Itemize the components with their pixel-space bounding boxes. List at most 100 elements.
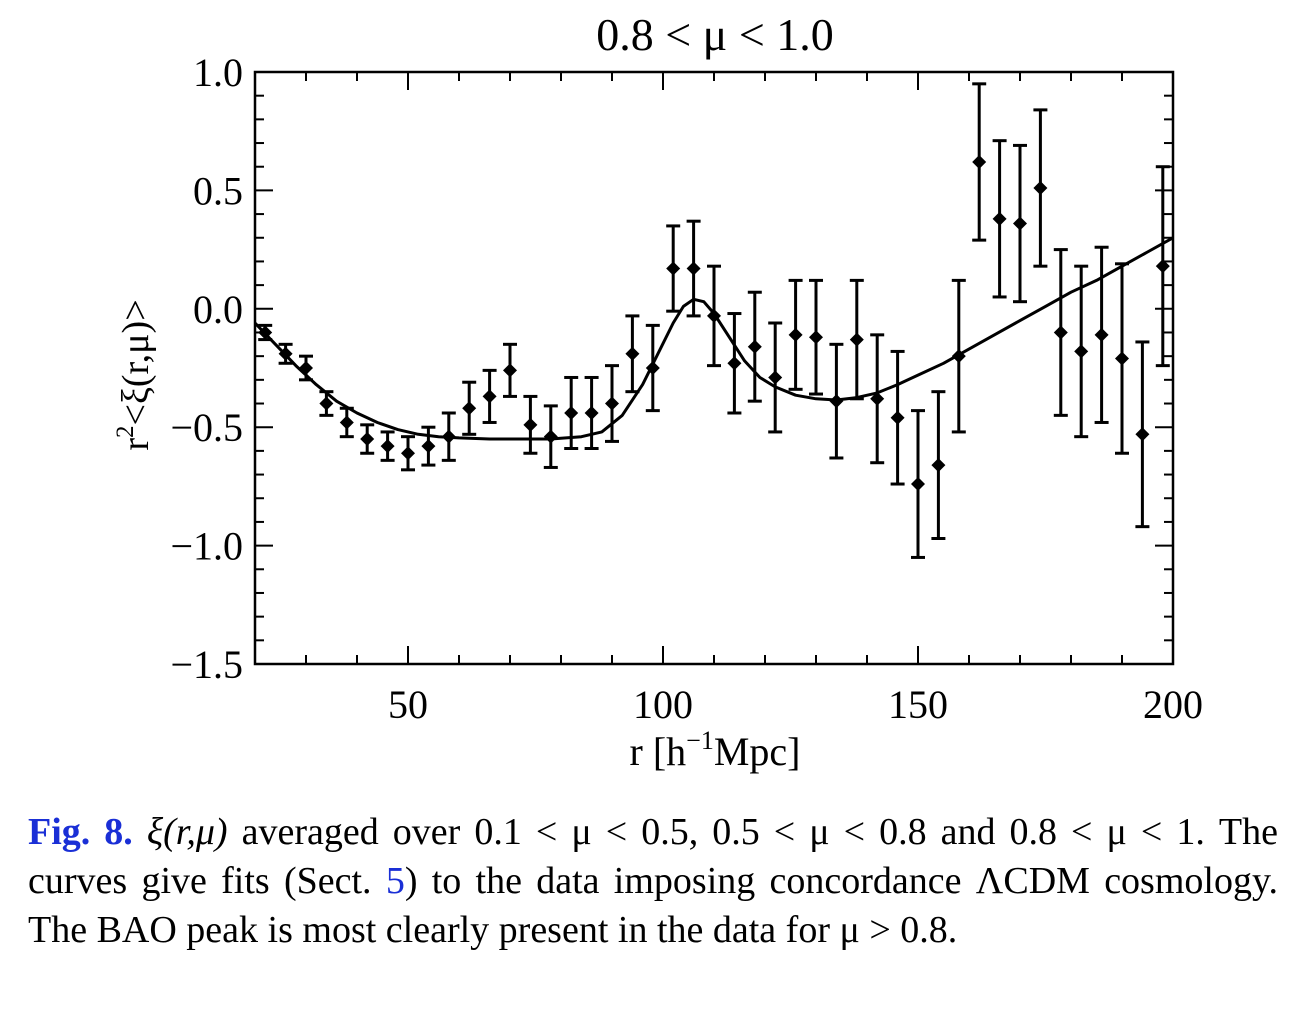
diamond-marker: [992, 211, 1007, 226]
y-tick-label: −1.5: [170, 642, 243, 687]
data-point: [788, 278, 803, 391]
diamond-marker: [1155, 259, 1170, 274]
data-point: [523, 394, 538, 455]
y-tick-label: 1.0: [193, 50, 243, 95]
diamond-marker: [441, 429, 456, 444]
data-point: [543, 404, 558, 469]
diamond-marker: [727, 356, 742, 371]
diamond-marker: [401, 446, 415, 461]
diamond-marker: [319, 396, 334, 411]
data-point: [890, 349, 905, 486]
data-point: [1053, 248, 1068, 417]
diamond-marker: [1135, 427, 1150, 442]
diamond-marker: [1013, 216, 1027, 231]
data-point: [584, 375, 599, 451]
data-point: [278, 342, 293, 365]
data-point: [727, 312, 742, 415]
diamond-marker: [482, 389, 497, 404]
data-point: [482, 368, 497, 424]
x-axis-tick-labels: 50 100 150 200: [388, 682, 1203, 727]
data-point: [645, 323, 660, 413]
x-tick-label: 100: [633, 682, 693, 727]
data-point: [401, 435, 415, 472]
diamond-marker: [666, 261, 681, 276]
data-point: [707, 264, 721, 368]
data-point: [360, 423, 375, 455]
data-point: [870, 333, 885, 465]
y-axis-label: r2<ξ(r,μ)>: [112, 299, 157, 450]
chart-title: 0.8 < μ < 1.0: [596, 9, 834, 60]
diamond-marker: [462, 401, 477, 416]
diamond-marker: [625, 346, 640, 361]
diamond-marker: [1115, 351, 1129, 366]
data-point: [809, 278, 823, 396]
data-point: [421, 425, 436, 467]
diamond-marker: [870, 391, 885, 406]
data-point: [1135, 340, 1150, 529]
caption-text-1: averaged over 0.1 < μ < 0.5, 0.5 < μ < 0…: [28, 811, 1279, 902]
axis-ticks: [255, 72, 1173, 664]
diamond-marker: [258, 325, 273, 340]
data-point: [339, 406, 354, 439]
diamond-marker: [645, 361, 660, 375]
data-point: [951, 278, 966, 434]
data-point: [972, 82, 987, 242]
diamond-marker: [543, 429, 558, 444]
data-point: [1115, 262, 1129, 455]
data-point: [768, 321, 783, 434]
diamond-marker: [686, 261, 701, 276]
y-tick-label: −0.5: [170, 405, 243, 450]
data-point: [686, 219, 701, 318]
diamond-marker: [299, 361, 313, 375]
data-point: [625, 314, 640, 394]
diamond-marker: [931, 458, 946, 473]
data-point: [1074, 264, 1089, 439]
caption-figure-label[interactable]: Fig. 8.: [28, 811, 133, 853]
data-point: [829, 342, 844, 460]
data-point: [319, 390, 334, 417]
plot-frame: [253, 70, 1175, 666]
diamond-marker: [339, 415, 354, 430]
diamond-marker: [523, 417, 538, 432]
caption-text-2: ) to the data imposing concordance ΛCDM …: [28, 860, 1278, 951]
diamond-marker: [768, 370, 783, 385]
diamond-marker: [564, 405, 579, 420]
data-point: [931, 390, 946, 540]
diamond-marker: [747, 339, 762, 354]
x-tick-label: 150: [888, 682, 948, 727]
x-tick-label: 50: [388, 682, 428, 727]
data-point: [605, 364, 619, 443]
diamond-marker: [788, 327, 803, 342]
x-tick-label: 200: [1143, 682, 1203, 727]
data-point: [380, 430, 395, 462]
data-point: [503, 342, 517, 398]
diamond-marker: [849, 332, 864, 347]
diamond-marker: [890, 410, 905, 425]
diamond-marker: [809, 330, 823, 345]
diamond-marker: [605, 396, 619, 411]
caption-section-link[interactable]: 5: [385, 860, 405, 902]
data-point: [1033, 108, 1048, 268]
data-point: [1013, 143, 1027, 304]
diamond-marker: [707, 308, 721, 323]
caption-formula: ξ(r,μ): [146, 811, 228, 853]
data-point: [911, 409, 925, 559]
data-point: [462, 380, 477, 436]
data-point: [666, 224, 681, 313]
diamond-marker: [972, 154, 987, 169]
diamond-marker: [584, 405, 599, 420]
data-point: [441, 411, 456, 462]
diamond-marker: [1033, 181, 1048, 196]
diamond-marker: [1074, 344, 1089, 359]
diamond-marker: [360, 432, 375, 447]
y-tick-label: −1.0: [170, 524, 243, 569]
fit-curve-layer: [253, 236, 1174, 441]
diamond-marker: [1053, 325, 1068, 340]
data-point: [564, 375, 579, 451]
y-axis-tick-labels: 1.0 0.5 0.0 −0.5 −1.0 −1.5: [170, 50, 243, 687]
diamond-marker: [503, 363, 517, 378]
data-points-layer: [258, 82, 1170, 559]
data-point: [1094, 245, 1109, 424]
data-point: [992, 139, 1007, 299]
data-point: [849, 278, 864, 401]
